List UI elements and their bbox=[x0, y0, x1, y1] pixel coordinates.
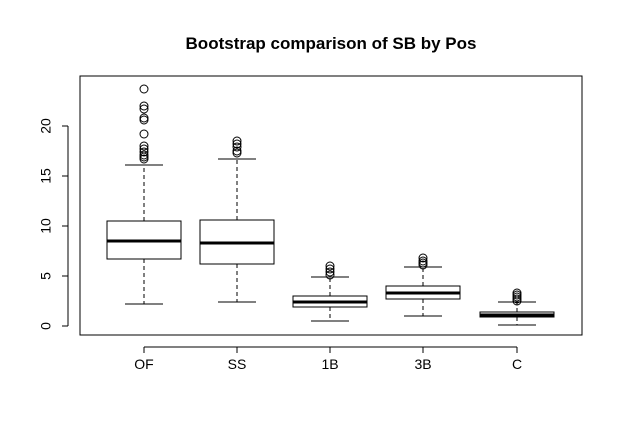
outlier-point-ss-2 bbox=[232, 142, 242, 152]
outlier-point-1b-3 bbox=[325, 261, 335, 271]
x-tick-label-OF: OF bbox=[134, 356, 153, 372]
outlier-point-1b-1 bbox=[325, 267, 335, 277]
outlier-point-of-3 bbox=[139, 147, 149, 157]
chart-title: Bootstrap comparison of SB by Pos bbox=[186, 34, 477, 53]
x-tick-label-C: C bbox=[512, 356, 522, 372]
y-tick-label-5: 5 bbox=[38, 272, 54, 280]
box-series bbox=[106, 84, 555, 326]
outlier-point-of-8 bbox=[139, 113, 149, 123]
outlier-point-of-2 bbox=[139, 150, 149, 160]
y-axis: 0 5 10 15 20 bbox=[38, 118, 69, 330]
x-axis: OF SS 1B 3B C bbox=[134, 346, 522, 372]
box-ss bbox=[199, 136, 275, 303]
outlier-point-c-4 bbox=[512, 288, 522, 298]
outlier-point-of-6 bbox=[139, 129, 149, 139]
outlier-point-1b-2 bbox=[325, 264, 335, 274]
outlier-point-of-4 bbox=[139, 144, 149, 154]
y-tick-label-0: 0 bbox=[38, 322, 54, 330]
outlier-point-1b-0 bbox=[325, 270, 335, 280]
box-c bbox=[479, 288, 555, 326]
outlier-point-of-7 bbox=[139, 115, 149, 125]
x-tick-label-SS: SS bbox=[228, 356, 247, 372]
outlier-point-3b-2 bbox=[418, 256, 428, 266]
outlier-point-of-9 bbox=[139, 104, 149, 114]
x-tick-label-1B: 1B bbox=[321, 356, 338, 372]
box-1b bbox=[292, 261, 368, 322]
outlier-point-of-10 bbox=[139, 101, 149, 111]
y-tick-label-15: 15 bbox=[38, 168, 54, 184]
x-tick-label-3B: 3B bbox=[414, 356, 431, 372]
plot-frame bbox=[79, 75, 583, 336]
outlier-point-ss-1 bbox=[232, 146, 242, 156]
box-of bbox=[106, 84, 182, 305]
outlier-point-of-5 bbox=[139, 141, 149, 151]
outlier-point-ss-4 bbox=[232, 136, 242, 146]
outlier-point-of-11 bbox=[139, 84, 149, 94]
y-tick-label-20: 20 bbox=[38, 118, 54, 134]
y-tick-label-10: 10 bbox=[38, 218, 54, 234]
box-3b bbox=[385, 253, 461, 317]
outlier-point-3b-3 bbox=[418, 253, 428, 263]
outlier-point-ss-3 bbox=[232, 139, 242, 149]
